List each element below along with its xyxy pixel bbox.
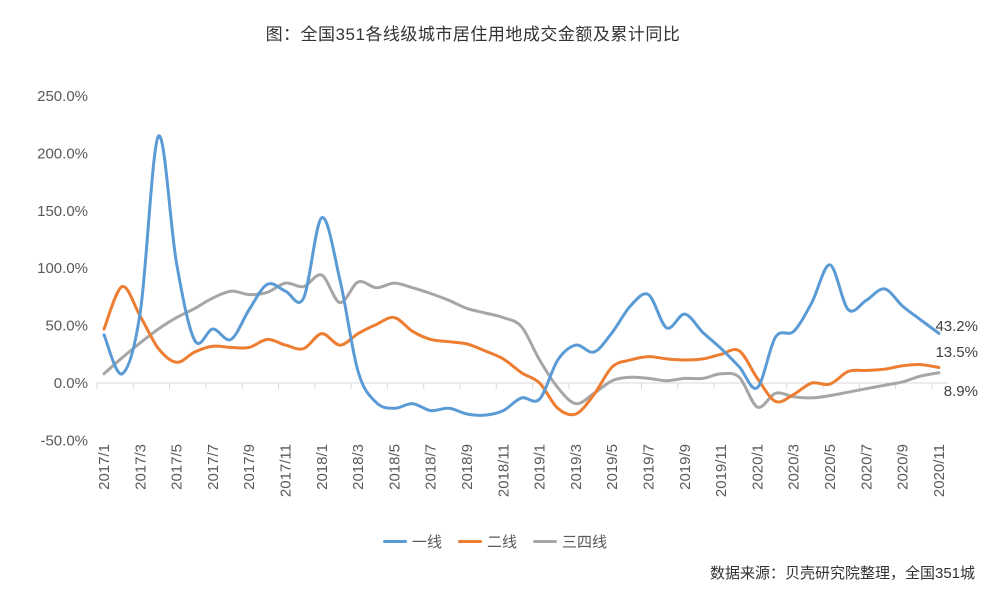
legend-item-二线: 二线	[457, 531, 517, 552]
x-axis-label: 2019/11	[713, 444, 730, 497]
x-axis-label: 2019/5	[604, 444, 621, 490]
x-axis-label: 2019/1	[532, 444, 549, 490]
legend-swatch-icon	[457, 539, 482, 543]
legend-item-三四线: 三四线	[533, 531, 607, 552]
x-axis-label: 2020/11	[931, 444, 948, 497]
end-label-一线: 43.2%	[935, 318, 978, 335]
chart-title: 图：全国351各线级城市居住用地成交金额及累计同比	[265, 25, 681, 44]
x-axis-label: 2019/3	[568, 444, 585, 490]
y-axis-label: -50.0%	[40, 432, 88, 449]
x-axis-label: 2017/5	[169, 444, 186, 490]
source-note: 数据来源：贝壳研究院整理，全国351城	[709, 565, 975, 582]
y-axis-label: 150.0%	[37, 203, 88, 220]
x-axis-label: 2017/1	[96, 444, 113, 490]
legend-swatch-icon	[533, 539, 557, 543]
y-axis-label: 0.0%	[54, 375, 88, 392]
y-axis-label: 50.0%	[45, 318, 88, 335]
legend-label: 三四线	[562, 533, 608, 551]
x-axis-label: 2018/5	[386, 444, 403, 490]
y-axis-label: 250.0%	[37, 88, 88, 105]
series-line-一线	[102, 134, 941, 417]
end-label-三四线: 8.9%	[944, 383, 978, 400]
legend-swatch-icon	[382, 539, 407, 543]
x-axis-label: 2018/1	[314, 444, 331, 490]
y-axis-label: 100.0%	[37, 260, 88, 277]
x-axis-label: 2018/11	[495, 444, 512, 497]
legend-item-一线: 一线	[382, 531, 442, 552]
x-axis-label: 2020/5	[822, 444, 839, 490]
x-axis-label: 2020/1	[749, 444, 766, 490]
y-axis-label: 200.0%	[37, 145, 88, 162]
legend-label: 一线	[411, 533, 442, 551]
chart-legend: 一线 二线 三四线	[0, 531, 990, 551]
x-axis-label: 2018/9	[459, 444, 476, 490]
x-axis-label: 2018/3	[350, 444, 367, 490]
x-axis-label: 2017/9	[241, 444, 258, 490]
x-axis-label: 2020/9	[895, 444, 912, 490]
x-axis-label: 2017/3	[132, 444, 149, 490]
line-chart: 250.0% 200.0% 150.0% 100.0% 50.0% 0.0% -50.0% 2…	[37, 88, 978, 497]
x-axis-label: 2017/11	[278, 444, 295, 497]
x-axis-label: 2019/7	[641, 444, 658, 490]
end-label-二线: 13.5%	[935, 344, 978, 361]
x-axis-label: 2018/7	[423, 444, 440, 490]
legend-label: 二线	[486, 533, 517, 551]
series-line-三四线	[102, 273, 941, 409]
series-line-二线	[102, 285, 941, 417]
x-axis-label: 2019/9	[677, 444, 694, 490]
x-axis-label: 2020/3	[786, 444, 803, 490]
x-axis-label: 2020/7	[858, 444, 875, 490]
x-axis-label: 2017/7	[205, 444, 222, 490]
